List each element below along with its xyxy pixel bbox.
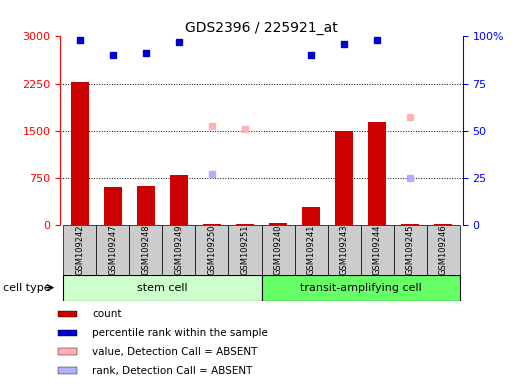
Bar xyxy=(269,223,287,225)
Bar xyxy=(294,225,327,275)
Bar xyxy=(229,225,262,275)
Bar xyxy=(137,186,155,225)
Bar xyxy=(170,175,188,225)
Bar xyxy=(368,122,386,225)
Text: GSM109243: GSM109243 xyxy=(339,224,348,275)
Text: cell type: cell type xyxy=(3,283,50,293)
Bar xyxy=(434,224,452,225)
Bar xyxy=(360,225,393,275)
Text: GSM109248: GSM109248 xyxy=(141,224,151,275)
Bar xyxy=(393,225,427,275)
Text: GSM109250: GSM109250 xyxy=(208,224,217,275)
Bar xyxy=(262,225,294,275)
Bar xyxy=(104,187,122,225)
Bar xyxy=(327,225,360,275)
Text: GSM109240: GSM109240 xyxy=(274,224,282,275)
Bar xyxy=(262,275,460,301)
Text: GSM109244: GSM109244 xyxy=(372,224,382,275)
Text: GSM109242: GSM109242 xyxy=(75,224,84,275)
Bar xyxy=(58,349,77,355)
Text: stem cell: stem cell xyxy=(137,283,188,293)
Bar xyxy=(58,311,77,317)
Text: GSM109251: GSM109251 xyxy=(241,224,249,275)
Bar xyxy=(96,225,130,275)
Bar xyxy=(401,224,419,225)
Text: count: count xyxy=(92,309,121,319)
Bar xyxy=(335,131,353,225)
Text: value, Detection Call = ABSENT: value, Detection Call = ABSENT xyxy=(92,347,257,357)
Bar xyxy=(427,225,460,275)
Bar xyxy=(71,82,89,225)
Bar xyxy=(203,224,221,225)
Text: percentile rank within the sample: percentile rank within the sample xyxy=(92,328,268,338)
Bar xyxy=(58,367,77,374)
Text: GSM109249: GSM109249 xyxy=(175,224,184,275)
Text: GSM109246: GSM109246 xyxy=(439,224,448,275)
Bar xyxy=(302,207,320,225)
Title: GDS2396 / 225921_at: GDS2396 / 225921_at xyxy=(185,22,338,35)
Bar xyxy=(196,225,229,275)
Bar xyxy=(58,329,77,336)
Text: rank, Detection Call = ABSENT: rank, Detection Call = ABSENT xyxy=(92,366,253,376)
Bar xyxy=(163,225,196,275)
Text: GSM109245: GSM109245 xyxy=(405,224,415,275)
Bar xyxy=(63,275,262,301)
Bar xyxy=(236,224,254,225)
Bar xyxy=(63,225,96,275)
Text: transit-amplifying cell: transit-amplifying cell xyxy=(300,283,422,293)
Bar xyxy=(130,225,163,275)
Text: GSM109241: GSM109241 xyxy=(306,224,315,275)
Text: GSM109247: GSM109247 xyxy=(108,224,118,275)
